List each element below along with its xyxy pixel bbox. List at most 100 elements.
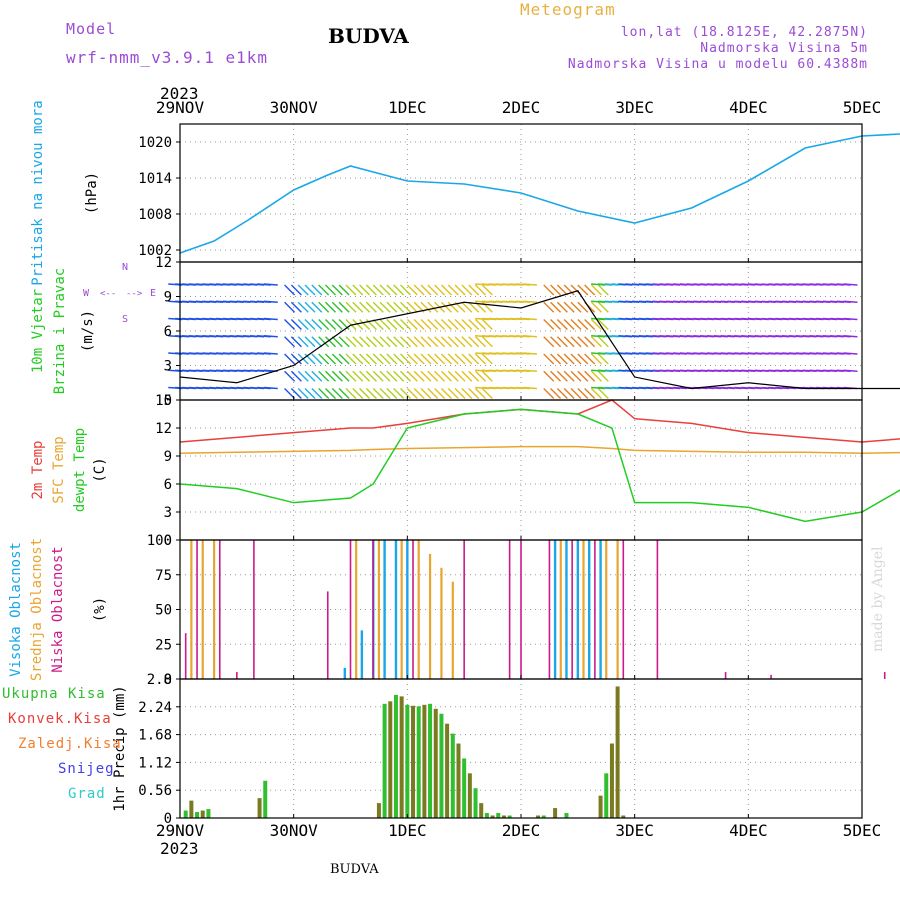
- wind-arrow: [447, 301, 459, 313]
- wind-arrow: [454, 388, 466, 399]
- wind-arrow: [475, 336, 487, 348]
- wind-arrow: [284, 284, 296, 296]
- wind-arrow: [427, 388, 439, 399]
- wind-arrow: [304, 319, 316, 330]
- cloud-mid-bar: [559, 540, 562, 679]
- pressure-ylabel: Pritisak na nivou mora: [30, 100, 46, 285]
- wind-arrow: [345, 319, 357, 330]
- wind-arrow: [406, 284, 418, 296]
- wind-arrow: [556, 301, 568, 313]
- wind-arrow: [297, 284, 309, 296]
- wind-arrow: [543, 284, 555, 296]
- wind-arrow: [475, 370, 487, 382]
- cloud-ylabel-3: Niska Oblacnost: [50, 546, 66, 672]
- cloud-mid-bar: [201, 540, 204, 679]
- temp-ylabel-1: 2m Temp: [30, 440, 46, 499]
- cloud-low-bar: [236, 672, 238, 679]
- wind-arrow: [290, 301, 302, 313]
- wind-arrow: [556, 353, 568, 365]
- wind-arrow: [331, 336, 343, 348]
- x-tick-label-bottom: 4DEC: [729, 821, 768, 840]
- wind-arrow: [413, 319, 425, 330]
- wind-arrow: [461, 301, 473, 313]
- wind-arrow: [434, 370, 446, 382]
- meteogram-label: Meteogram: [520, 0, 616, 19]
- wind-arrow: [577, 301, 589, 313]
- wind-arrow: [386, 336, 398, 348]
- precip-bar: [479, 803, 484, 818]
- wind-arrow: [345, 353, 357, 365]
- precip-bar: [399, 696, 404, 818]
- wind-arrow: [406, 388, 418, 399]
- wind-arrow: [263, 317, 278, 321]
- precip-bar: [467, 773, 472, 818]
- wind-arrow: [522, 317, 537, 321]
- y-tick-label: 25: [155, 637, 172, 653]
- temp-unit: (C): [92, 457, 108, 482]
- precip-bar: [257, 798, 262, 818]
- wind-arrow: [338, 388, 350, 399]
- wind-arrow: [284, 319, 296, 330]
- wind-arrow: [468, 388, 480, 399]
- wind-arrow: [420, 388, 432, 399]
- x-tick-label-top: 30NOV: [270, 98, 319, 117]
- wind-arrow: [406, 319, 418, 330]
- wind-arrow: [359, 284, 371, 296]
- wind-arrow: [461, 370, 473, 382]
- cloud-unit: (%): [92, 597, 108, 622]
- wind-arrow: [331, 370, 343, 382]
- wind-arrow: [284, 353, 296, 365]
- wind-arrow: [461, 388, 473, 399]
- wind-arrow: [379, 370, 391, 382]
- lonlat-text: lon,lat (18.8125E, 42.2875N): [620, 25, 868, 40]
- wind-arrow: [420, 301, 432, 313]
- wind-arrow: [556, 370, 568, 382]
- wind-arrow: [352, 284, 364, 296]
- precip-bar: [507, 815, 512, 818]
- wind-arrow: [263, 300, 278, 303]
- wind-arrow: [475, 353, 487, 365]
- y-tick-label: 1014: [138, 171, 172, 187]
- cloud-low-bar: [184, 633, 187, 679]
- wind-arrow: [400, 388, 412, 399]
- wind-arrow: [597, 353, 609, 365]
- wind-arrow: [461, 353, 473, 365]
- cloud-mid-bar: [440, 567, 443, 679]
- cloud-mid-bar: [355, 540, 358, 679]
- wind-arrow: [481, 388, 493, 399]
- compass-e: E: [150, 288, 156, 299]
- wind-arrow: [570, 319, 582, 330]
- wind-arrow: [393, 336, 405, 348]
- wind-arrow: [447, 284, 459, 296]
- precip-bar: [541, 815, 546, 818]
- wind-arrow: [365, 388, 377, 399]
- wind-arrow: [304, 284, 316, 296]
- cloud-mid-bar: [428, 553, 432, 679]
- wind-arrow: [590, 319, 602, 330]
- wind-arrow: [263, 386, 278, 390]
- wind-arrow: [550, 388, 562, 399]
- cloud-low-bar: [253, 540, 255, 679]
- cloud-ylabel-1: Visoka Oblacnost: [8, 542, 24, 677]
- wind-arrow: [406, 370, 418, 382]
- cloud-mid-bar: [582, 540, 585, 679]
- y-tick-label: 2.8: [147, 672, 172, 688]
- compass-n: N: [122, 262, 128, 273]
- wind-arrow: [570, 336, 582, 348]
- wind-arrow: [550, 284, 562, 296]
- cloud-low-bar: [196, 540, 198, 679]
- wind-arrow: [420, 319, 432, 330]
- x-tick-label-bottom: 29NOV: [156, 821, 205, 840]
- wind-arrow: [556, 336, 568, 348]
- wind-arrow: [413, 370, 425, 382]
- wind-arrow: [550, 353, 562, 365]
- model-label: Model: [66, 20, 117, 38]
- wind-arrow: [427, 284, 439, 296]
- wind-arrow: [338, 284, 350, 296]
- wind-arrow: [577, 353, 589, 365]
- wind-arrow: [522, 283, 537, 286]
- wind-arrow: [372, 336, 384, 348]
- cloud-low-bar: [349, 540, 352, 679]
- year-bottom: 2023: [160, 839, 199, 858]
- wind-arrow: [324, 284, 336, 296]
